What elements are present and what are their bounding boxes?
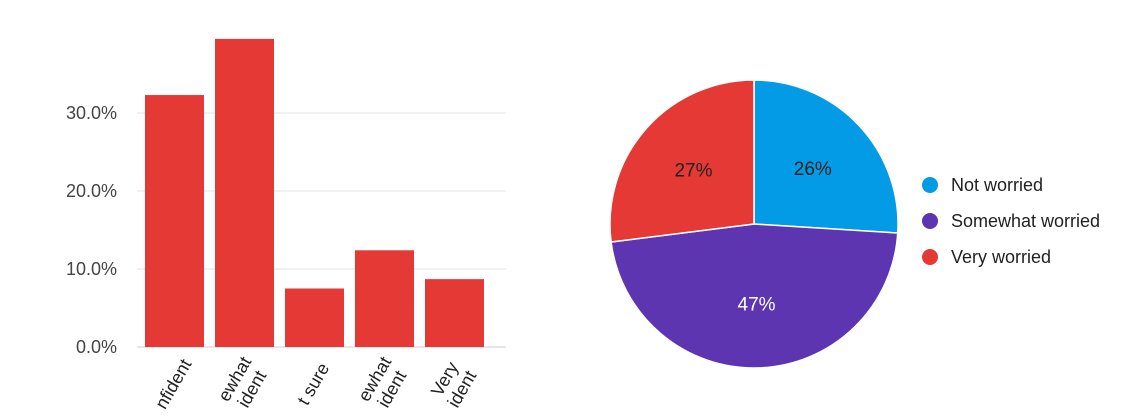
bar bbox=[285, 288, 344, 347]
x-category-label-line: nfident bbox=[151, 356, 195, 413]
bar bbox=[425, 279, 484, 347]
legend-item: Not worried bbox=[922, 175, 1043, 195]
x-category-label: nfident bbox=[151, 356, 195, 413]
y-tick-label: 0.0% bbox=[76, 337, 117, 357]
bar bbox=[215, 38, 274, 348]
legend-label: Somewhat worried bbox=[951, 211, 1100, 231]
legend-item: Very worried bbox=[922, 247, 1051, 267]
pie-slice-label: 47% bbox=[738, 295, 776, 316]
pie-slice bbox=[753, 79, 899, 234]
pie-slice bbox=[609, 79, 755, 243]
legend-label: Very worried bbox=[951, 247, 1051, 267]
pie-chart: 26% 47% 27% bbox=[609, 79, 899, 369]
y-tick-label: 20.0% bbox=[66, 181, 117, 201]
pie-legend: Not worried Somewhat worried Very worried bbox=[922, 175, 1100, 267]
legend-item: Somewhat worried bbox=[922, 211, 1100, 231]
bar bbox=[145, 95, 204, 347]
bar bbox=[355, 250, 414, 347]
legend-marker bbox=[922, 213, 938, 229]
legend-marker bbox=[922, 249, 938, 265]
x-category-label: t sure bbox=[293, 360, 333, 409]
legend-label: Not worried bbox=[951, 175, 1043, 195]
pie-slice-label: 27% bbox=[674, 161, 712, 182]
y-tick-label: 10.0% bbox=[66, 259, 117, 279]
y-tick-label: 30.0% bbox=[66, 103, 117, 123]
x-category-label-line: t sure bbox=[293, 360, 333, 409]
pie-slice bbox=[610, 223, 899, 369]
pie-slice-label: 26% bbox=[794, 159, 832, 180]
legend-marker bbox=[922, 177, 938, 193]
